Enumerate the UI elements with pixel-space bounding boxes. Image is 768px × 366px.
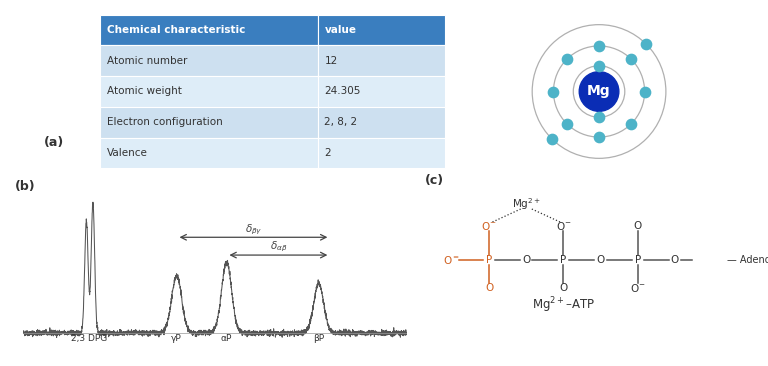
Text: Mg$^{2+}$–ATP: Mg$^{2+}$–ATP: [532, 295, 595, 314]
Point: [561, 121, 573, 127]
Text: $\delta_{\alpha\beta}$: $\delta_{\alpha\beta}$: [270, 240, 287, 254]
Text: Valence: Valence: [107, 148, 147, 158]
Text: O: O: [634, 221, 642, 231]
Text: $\delta_{\beta\gamma}$: $\delta_{\beta\gamma}$: [245, 222, 262, 236]
Point: [625, 56, 637, 62]
Bar: [100, 107, 318, 138]
Text: Mg: Mg: [588, 85, 611, 98]
Text: O: O: [670, 255, 679, 265]
Point: [561, 56, 573, 62]
Bar: [318, 138, 445, 168]
Bar: [100, 45, 318, 76]
Text: βP: βP: [313, 334, 324, 343]
Text: 12: 12: [324, 56, 338, 66]
Point: [593, 114, 605, 120]
Point: [638, 89, 650, 94]
Point: [593, 134, 605, 140]
Text: O: O: [597, 255, 604, 265]
Point: [545, 136, 558, 142]
Bar: [100, 138, 318, 168]
Text: 2: 2: [324, 148, 331, 158]
Text: (a): (a): [44, 136, 64, 149]
Text: value: value: [324, 25, 356, 35]
Text: 2, 8, 2: 2, 8, 2: [324, 117, 358, 127]
Point: [593, 63, 605, 69]
Text: 24.305: 24.305: [324, 86, 361, 97]
Bar: [100, 76, 318, 107]
Text: P: P: [561, 255, 567, 265]
Text: O$^{-}$: O$^{-}$: [482, 220, 497, 232]
Text: P: P: [634, 255, 641, 265]
Point: [548, 89, 560, 94]
Bar: [100, 15, 318, 45]
Text: — Adenosine: — Adenosine: [727, 255, 768, 265]
Text: Chemical characteristic: Chemical characteristic: [107, 25, 245, 35]
Text: γP: γP: [171, 334, 182, 343]
Text: P: P: [486, 255, 492, 265]
Circle shape: [579, 72, 619, 111]
Text: O: O: [485, 283, 493, 293]
Text: Mg$^{2+}$: Mg$^{2+}$: [511, 196, 541, 212]
Text: αP: αP: [221, 334, 232, 343]
Text: 2,3 DPG: 2,3 DPG: [71, 334, 108, 343]
Text: O$^{=}$: O$^{=}$: [443, 254, 460, 266]
Bar: [318, 15, 445, 45]
Text: O: O: [522, 255, 531, 265]
Point: [593, 43, 605, 49]
Text: Atomic weight: Atomic weight: [107, 86, 181, 97]
Text: O: O: [559, 283, 568, 293]
Bar: [318, 45, 445, 76]
Bar: [318, 107, 445, 138]
Text: (c): (c): [425, 174, 444, 187]
Text: Atomic number: Atomic number: [107, 56, 187, 66]
Text: Electron configuration: Electron configuration: [107, 117, 223, 127]
Point: [641, 41, 653, 47]
Bar: [318, 76, 445, 107]
Point: [625, 121, 637, 127]
Text: O$^{-}$: O$^{-}$: [630, 282, 646, 294]
Text: (b): (b): [15, 180, 36, 193]
Text: O$^{-}$: O$^{-}$: [555, 220, 571, 232]
